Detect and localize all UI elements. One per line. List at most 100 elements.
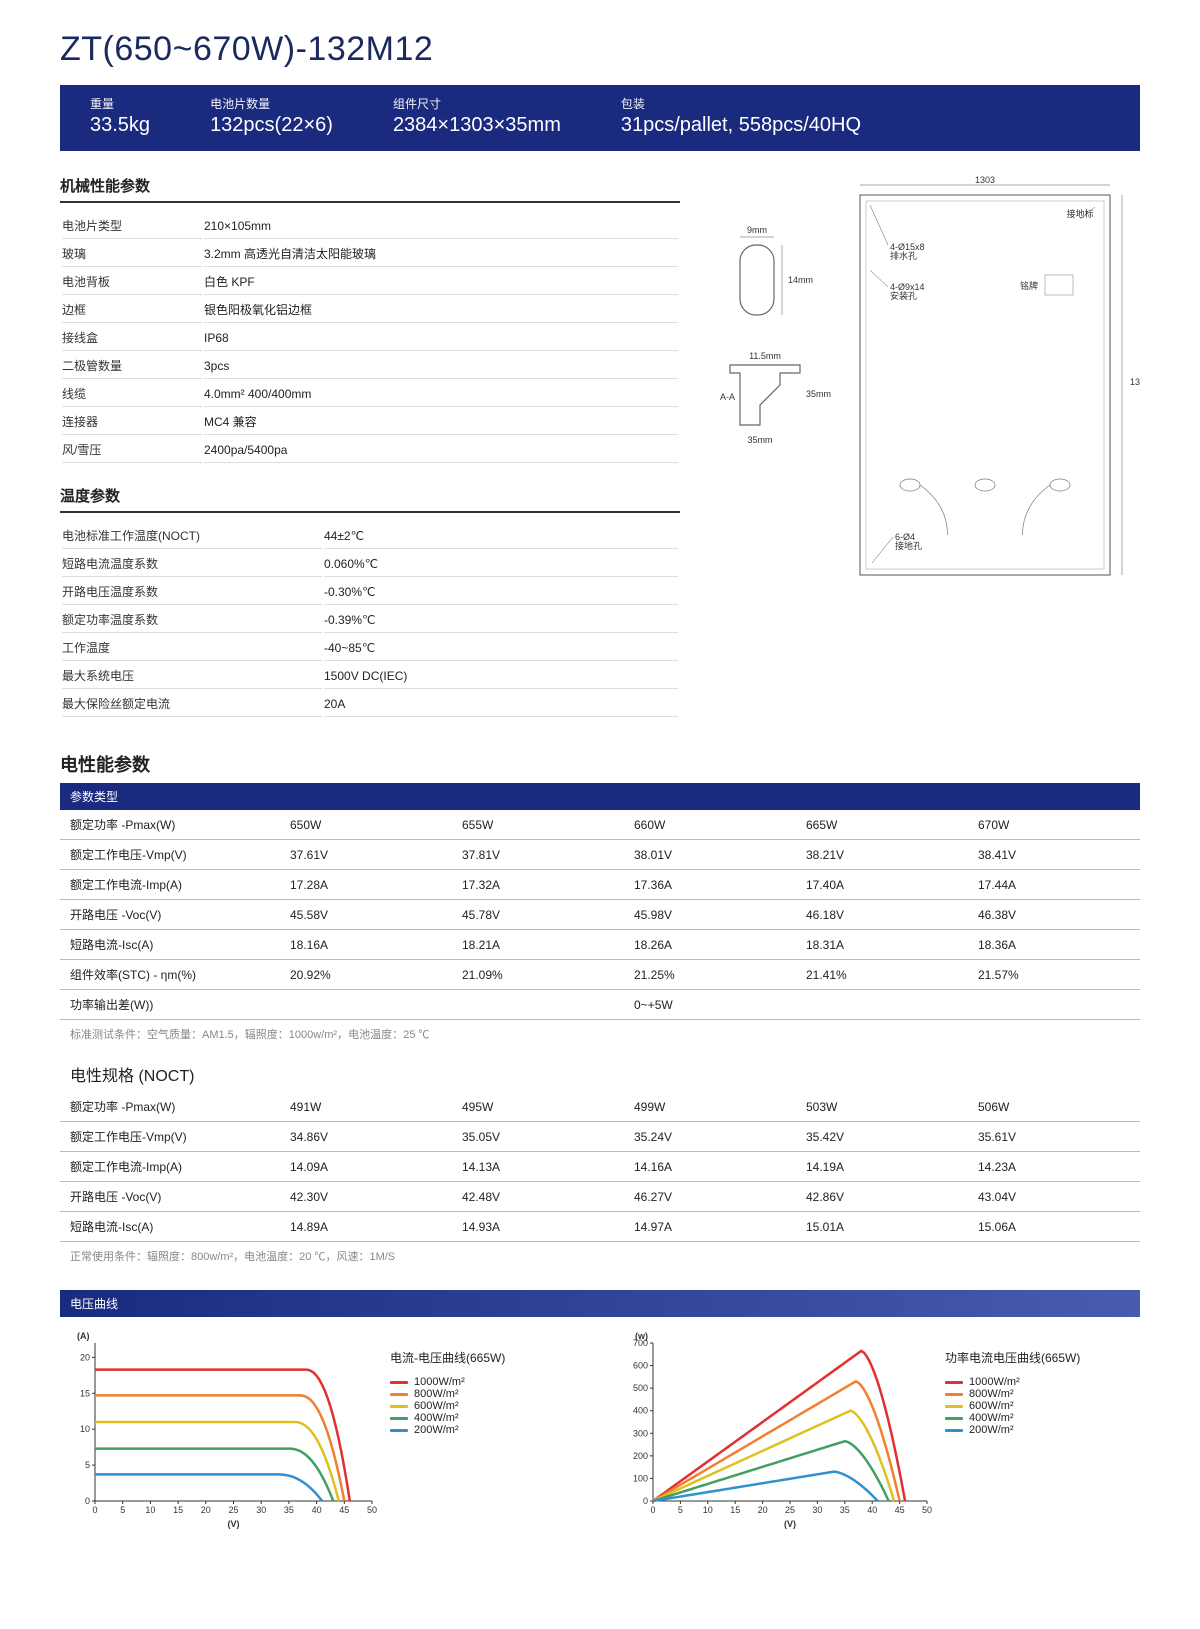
elec-value: 17.40A xyxy=(796,870,968,900)
svg-text:500: 500 xyxy=(633,1383,648,1393)
elec-value: 660W xyxy=(624,810,796,840)
legend-item: 800W/m² xyxy=(390,1388,505,1400)
elec-value: 491W xyxy=(280,1092,452,1122)
spec-label: 开路电压温度系数 xyxy=(62,579,322,605)
spec-value: 4.0mm² 400/400mm xyxy=(204,381,678,407)
elec-value: 14.93A xyxy=(452,1212,624,1242)
elec-label: 额定工作电流-Imp(A) xyxy=(60,1152,280,1182)
iv-legend: 电流-电压曲线(665W) 1000W/m²800W/m²600W/m²400W… xyxy=(390,1329,505,1529)
page-title: ZT(650~670W)-132M12 xyxy=(60,30,1140,69)
noct-title: 电性规格 (NOCT) xyxy=(70,1062,1140,1086)
elec-value: 42.86V xyxy=(796,1182,968,1212)
elec-value: 46.38V xyxy=(968,900,1140,930)
hero-value: 31pcs/pallet, 558pcs/40HQ xyxy=(621,114,861,137)
spec-label: 二极管数量 xyxy=(62,353,202,379)
elec-title: 电性能参数 xyxy=(60,751,1140,777)
spec-value: -0.30%℃ xyxy=(324,579,678,605)
spec-value: 210×105mm xyxy=(204,213,678,239)
svg-text:1300: 1300 xyxy=(1130,377,1140,387)
svg-text:50: 50 xyxy=(367,1505,377,1515)
svg-text:25: 25 xyxy=(785,1505,795,1515)
elec-table: 额定功率 -Pmax(W)650W655W660W665W670W额定工作电压-… xyxy=(60,810,1140,1020)
elec-label: 额定工作电压-Vmp(V) xyxy=(60,840,280,870)
elec-value: 21.57% xyxy=(968,960,1140,990)
svg-text:35: 35 xyxy=(284,1505,294,1515)
elec-value: 18.26A xyxy=(624,930,796,960)
mech-table: 电池片类型210×105mm玻璃3.2mm 高透光自清洁太阳能玻璃电池背板白色 … xyxy=(60,211,680,465)
elec-value: 21.25% xyxy=(624,960,796,990)
svg-text:10: 10 xyxy=(145,1505,155,1515)
legend-item: 400W/m² xyxy=(945,1412,1080,1424)
elec-label: 额定功率 -Pmax(W) xyxy=(60,810,280,840)
svg-text:铭牌: 铭牌 xyxy=(1020,280,1038,291)
svg-text:A-A: A-A xyxy=(720,392,735,402)
svg-text:10: 10 xyxy=(703,1505,713,1515)
elec-value: 506W xyxy=(968,1092,1140,1122)
svg-text:30: 30 xyxy=(812,1505,822,1515)
spec-value: 44±2℃ xyxy=(324,523,678,549)
elec-label: 短路电流-Isc(A) xyxy=(60,1212,280,1242)
elec-value: 35.24V xyxy=(624,1122,796,1152)
hero-label: 包装 xyxy=(621,95,861,112)
elec-value: 14.13A xyxy=(452,1152,624,1182)
svg-text:400: 400 xyxy=(633,1406,648,1416)
spec-value: 2400pa/5400pa xyxy=(204,437,678,463)
svg-text:300: 300 xyxy=(633,1428,648,1438)
elec-value xyxy=(968,990,1140,1020)
svg-text:11.5mm: 11.5mm xyxy=(749,351,781,361)
elec-value: 503W xyxy=(796,1092,968,1122)
elec-value: 18.21A xyxy=(452,930,624,960)
svg-text:30: 30 xyxy=(256,1505,266,1515)
elec-label: 功率输出差(W)) xyxy=(60,990,280,1020)
elec-value: 18.16A xyxy=(280,930,452,960)
elec-label: 开路电压 -Voc(V) xyxy=(60,1182,280,1212)
spec-label: 短路电流温度系数 xyxy=(62,551,322,577)
hero-label: 电池片数量 xyxy=(210,95,333,112)
elec-value: 38.41V xyxy=(968,840,1140,870)
legend-item: 600W/m² xyxy=(390,1400,505,1412)
elec-value: 21.41% xyxy=(796,960,968,990)
svg-text:(w): (w) xyxy=(635,1331,648,1341)
elec-value: 37.61V xyxy=(280,840,452,870)
elec-value: 14.89A xyxy=(280,1212,452,1242)
svg-text:15: 15 xyxy=(730,1505,740,1515)
legend-item: 600W/m² xyxy=(945,1400,1080,1412)
svg-text:9mm: 9mm xyxy=(747,225,767,235)
elec-value: 0~+5W xyxy=(624,990,796,1020)
svg-text:(A): (A) xyxy=(77,1331,90,1341)
svg-text:0: 0 xyxy=(643,1496,648,1506)
elec-value xyxy=(452,990,624,1020)
svg-text:35: 35 xyxy=(840,1505,850,1515)
elec-value: 45.98V xyxy=(624,900,796,930)
svg-text:安装孔: 安装孔 xyxy=(890,290,917,301)
mech-title: 机械性能参数 xyxy=(60,175,680,203)
svg-text:35mm: 35mm xyxy=(806,389,831,399)
temp-table: 电池标准工作温度(NOCT)44±2℃短路电流温度系数0.060%℃开路电压温度… xyxy=(60,521,680,719)
spec-value: IP68 xyxy=(204,325,678,351)
elec-value: 34.86V xyxy=(280,1122,452,1152)
temp-title: 温度参数 xyxy=(60,485,680,513)
elec-value: 35.42V xyxy=(796,1122,968,1152)
svg-text:5: 5 xyxy=(120,1505,125,1515)
svg-text:(V): (V) xyxy=(784,1519,796,1529)
spec-value: 3pcs xyxy=(204,353,678,379)
legend-item: 400W/m² xyxy=(390,1412,505,1424)
svg-text:10: 10 xyxy=(80,1424,90,1434)
svg-text:50: 50 xyxy=(922,1505,932,1515)
spec-label: 边框 xyxy=(62,297,202,323)
elec-value: 665W xyxy=(796,810,968,840)
svg-text:1303: 1303 xyxy=(975,175,995,185)
elec-value: 35.61V xyxy=(968,1122,1140,1152)
legend-item: 200W/m² xyxy=(390,1424,505,1436)
pv-legend-title: 功率电流电压曲线(665W) xyxy=(945,1349,1080,1366)
elec-value: 18.36A xyxy=(968,930,1140,960)
svg-text:40: 40 xyxy=(867,1505,877,1515)
hero-value: 132pcs(22×6) xyxy=(210,114,333,137)
svg-text:100: 100 xyxy=(633,1473,648,1483)
spec-label: 电池标准工作温度(NOCT) xyxy=(62,523,322,549)
spec-label: 连接器 xyxy=(62,409,202,435)
elec-value: 14.16A xyxy=(624,1152,796,1182)
svg-text:接地标: 接地标 xyxy=(1066,208,1093,219)
elec-value: 655W xyxy=(452,810,624,840)
hero-label: 组件尺寸 xyxy=(393,95,561,112)
